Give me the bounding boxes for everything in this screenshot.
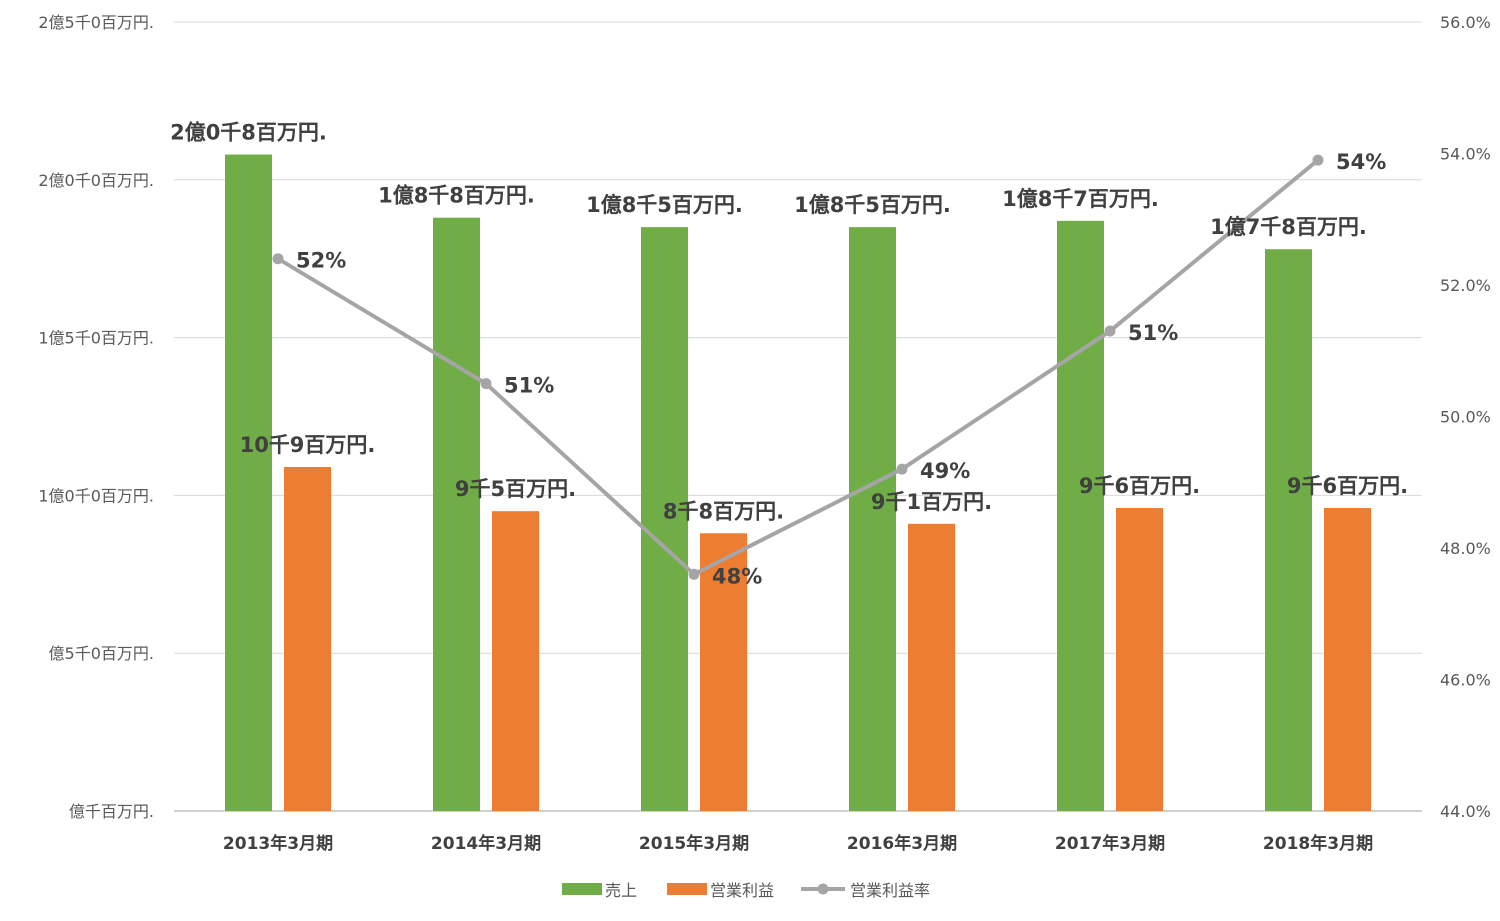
sales-data-label: 1億8千5百万円. (586, 193, 743, 217)
right-axis-tick-label: 56.0% (1440, 13, 1491, 32)
margin-point (480, 378, 492, 390)
left-axis-tick-label: 1億0千0百万円. (38, 486, 154, 505)
operating-profit-data-label: 10千9百万円. (240, 433, 376, 457)
operating-profit-bar (700, 533, 747, 811)
operating-profit-data-label: 9千1百万円. (871, 490, 992, 514)
margin-point (1104, 325, 1116, 337)
sales-bar (225, 154, 272, 811)
operating-profit-bar (284, 466, 331, 811)
sales-bar (1265, 249, 1312, 811)
margin-data-label: 51% (504, 374, 554, 398)
left-axis-tick-label: 1億5千0百万円. (38, 329, 154, 348)
sales-data-label: 1億8千5百万円. (794, 193, 951, 217)
sales-bar (433, 217, 480, 811)
margin-line (276, 158, 1320, 577)
right-axis-tick-label: 46.0% (1440, 671, 1491, 690)
x-axis-tick-label: 2016年3月期 (847, 833, 957, 854)
legend-margin-label: 営業利益率 (850, 881, 930, 900)
legend-margin-marker-icon (817, 883, 829, 895)
legend-profit-swatch (667, 883, 707, 895)
sales-bar (1057, 220, 1104, 811)
left-axis-tick-label: 2億0千0百万円. (38, 171, 154, 190)
legend-sales-label: 売上 (605, 881, 637, 900)
x-axis-tick-label: 2018年3月期 (1263, 833, 1373, 854)
legend-sales-swatch (562, 883, 602, 895)
left-axis-tick-label: 2億5千0百万円. (38, 13, 154, 32)
margin-data-label: 51% (1128, 321, 1178, 345)
operating-profit-data-label: 9千5百万円. (455, 477, 576, 501)
margin-data-label: 48% (712, 564, 762, 588)
right-axis-tick-label: 52.0% (1440, 276, 1491, 295)
sales-data-label: 1億7千8百万円. (1210, 215, 1367, 239)
margin-point (896, 463, 908, 475)
x-axis-tick-label: 2017年3月期 (1055, 833, 1165, 854)
margin-point (1312, 154, 1324, 166)
sales-data-label: 1億8千7百万円. (1002, 187, 1159, 211)
x-axis-tick-label: 2014年3月期 (431, 833, 541, 854)
right-axis-tick-label: 44.0% (1440, 802, 1491, 821)
x-axis-tick-label: 2015年3月期 (639, 833, 749, 854)
margin-point (272, 253, 284, 265)
right-axis-tick-label: 50.0% (1440, 408, 1491, 427)
margin-data-label: 52% (296, 249, 346, 273)
right-axis-tick-label: 54.0% (1440, 145, 1491, 164)
x-axis-tick-label: 2013年3月期 (223, 833, 333, 854)
sales-bar (849, 227, 896, 811)
sales-bar (641, 227, 688, 811)
margin-data-label: 49% (920, 459, 970, 483)
operating-profit-bar (908, 523, 955, 811)
operating-profit-bar (1324, 508, 1371, 811)
left-axis-tick-label: 億5千0百万円. (49, 644, 154, 663)
margin-point (688, 568, 700, 580)
operating-profit-data-label: 9千6百万円. (1287, 474, 1408, 498)
operating-profit-bar (1116, 508, 1163, 811)
margin-data-label: 54% (1336, 150, 1386, 174)
left-axis-tick-label: 億千百万円. (69, 802, 154, 821)
operating-profit-data-label: 9千6百万円. (1079, 474, 1200, 498)
right-axis-tick-label: 48.0% (1440, 539, 1491, 558)
operating-profit-data-label: 8千8百万円. (663, 499, 784, 523)
sales-data-label: 1億8千8百万円. (378, 184, 535, 208)
legend-profit-label: 営業利益 (710, 881, 774, 900)
operating-profit-bar (492, 511, 539, 811)
sales-data-label: 2億0千8百万円. (170, 121, 327, 145)
